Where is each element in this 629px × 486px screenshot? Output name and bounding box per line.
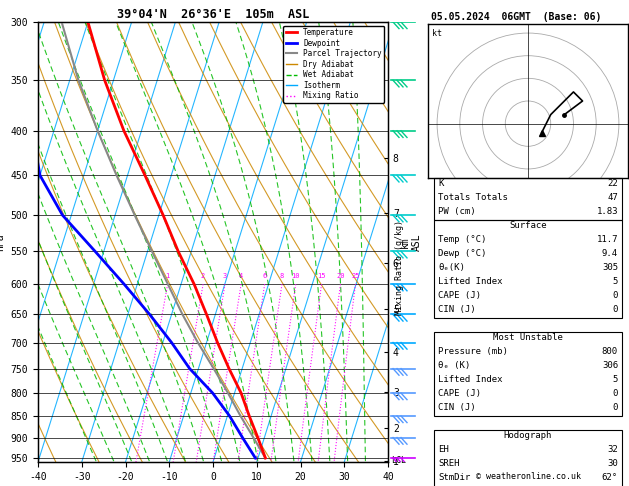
Text: θₑ (K): θₑ (K) <box>438 361 470 370</box>
Text: 10: 10 <box>291 273 300 279</box>
Bar <box>434 220 622 318</box>
Text: 305: 305 <box>602 263 618 272</box>
Text: CIN (J): CIN (J) <box>438 403 476 412</box>
Text: EH: EH <box>438 445 448 454</box>
Text: 9.4: 9.4 <box>602 249 618 258</box>
Text: CAPE (J): CAPE (J) <box>438 291 481 300</box>
Text: 4: 4 <box>239 273 243 279</box>
Text: StmDir: StmDir <box>438 473 470 482</box>
Text: 20: 20 <box>337 273 345 279</box>
Y-axis label: hPa: hPa <box>0 233 5 251</box>
Text: 22: 22 <box>607 179 618 188</box>
Text: Totals Totals: Totals Totals <box>438 193 508 202</box>
Legend: Temperature, Dewpoint, Parcel Trajectory, Dry Adiabat, Wet Adiabat, Isotherm, Mi: Temperature, Dewpoint, Parcel Trajectory… <box>284 26 384 103</box>
Text: 0: 0 <box>613 403 618 412</box>
Text: 30: 30 <box>607 459 618 468</box>
Text: Surface: Surface <box>509 221 547 230</box>
Text: SREH: SREH <box>438 459 460 468</box>
Text: 800: 800 <box>602 347 618 356</box>
Text: θₑ(K): θₑ(K) <box>438 263 465 272</box>
Title: 39°04'N  26°36'E  105m  ASL: 39°04'N 26°36'E 105m ASL <box>117 8 309 21</box>
Text: CIN (J): CIN (J) <box>438 305 476 314</box>
Bar <box>434 332 622 416</box>
Text: Lifted Index: Lifted Index <box>438 277 503 286</box>
Text: 3: 3 <box>223 273 227 279</box>
Text: 25: 25 <box>351 273 360 279</box>
Text: PW (cm): PW (cm) <box>438 207 476 216</box>
Text: 62°: 62° <box>602 473 618 482</box>
Text: 0: 0 <box>613 389 618 398</box>
Text: 11.7: 11.7 <box>596 235 618 244</box>
Text: 0: 0 <box>613 305 618 314</box>
Text: 2: 2 <box>201 273 205 279</box>
Bar <box>434 178 622 220</box>
Text: Pressure (mb): Pressure (mb) <box>438 347 508 356</box>
Bar <box>434 430 622 486</box>
Text: 306: 306 <box>602 361 618 370</box>
Text: kt: kt <box>432 29 442 37</box>
Text: CAPE (J): CAPE (J) <box>438 389 481 398</box>
Text: Mixing Ratio (g/kg): Mixing Ratio (g/kg) <box>395 220 404 315</box>
Text: LCL: LCL <box>391 456 406 465</box>
Text: 05.05.2024  06GMT  (Base: 06): 05.05.2024 06GMT (Base: 06) <box>431 12 601 22</box>
Text: 8: 8 <box>280 273 284 279</box>
Y-axis label: km
ASL: km ASL <box>400 233 421 251</box>
Text: Dewp (°C): Dewp (°C) <box>438 249 486 258</box>
Text: Hodograph: Hodograph <box>504 431 552 440</box>
Text: 5: 5 <box>613 277 618 286</box>
Text: Lifted Index: Lifted Index <box>438 375 503 384</box>
Text: 32: 32 <box>607 445 618 454</box>
Text: 1.83: 1.83 <box>596 207 618 216</box>
Text: © weatheronline.co.uk: © weatheronline.co.uk <box>476 472 581 481</box>
Text: 5: 5 <box>613 375 618 384</box>
Text: Temp (°C): Temp (°C) <box>438 235 486 244</box>
Text: 6: 6 <box>262 273 267 279</box>
Text: 47: 47 <box>607 193 618 202</box>
Text: 15: 15 <box>317 273 326 279</box>
Text: 0: 0 <box>613 291 618 300</box>
Text: 1: 1 <box>165 273 170 279</box>
Text: K: K <box>438 179 443 188</box>
Text: Most Unstable: Most Unstable <box>493 333 563 342</box>
